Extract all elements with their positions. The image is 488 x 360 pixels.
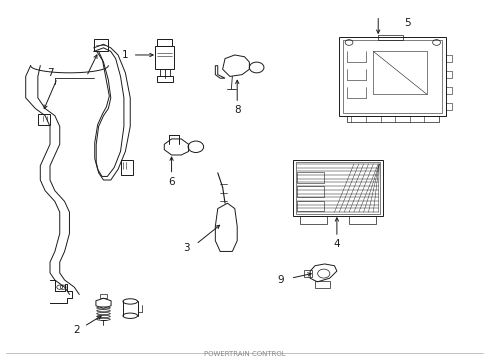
Bar bbox=[154, 46, 174, 69]
Bar bbox=[296, 186, 323, 197]
Bar bbox=[348, 216, 375, 224]
Bar bbox=[343, 40, 442, 113]
Bar bbox=[295, 162, 379, 213]
Text: 6: 6 bbox=[168, 177, 175, 187]
Text: 8: 8 bbox=[233, 105, 240, 115]
Text: 5: 5 bbox=[403, 18, 410, 28]
Bar bbox=[446, 87, 451, 94]
Text: 2: 2 bbox=[73, 325, 80, 335]
Bar bbox=[339, 37, 446, 116]
Bar bbox=[446, 55, 451, 62]
Bar bbox=[346, 116, 438, 122]
Bar bbox=[296, 172, 323, 183]
Bar bbox=[377, 35, 402, 40]
Bar bbox=[94, 39, 108, 51]
Bar bbox=[292, 160, 382, 216]
Text: 4: 4 bbox=[333, 239, 340, 249]
Text: POWERTRAIN CONTROL: POWERTRAIN CONTROL bbox=[203, 351, 285, 357]
Bar bbox=[120, 160, 132, 175]
Bar bbox=[446, 71, 451, 78]
Bar bbox=[304, 270, 311, 277]
Bar bbox=[100, 294, 107, 298]
Bar bbox=[157, 39, 171, 46]
Text: 3: 3 bbox=[183, 243, 189, 253]
Bar bbox=[296, 201, 323, 211]
Text: 9: 9 bbox=[277, 275, 284, 285]
Text: 1: 1 bbox=[122, 50, 128, 60]
Bar bbox=[446, 103, 451, 111]
Bar bbox=[38, 114, 50, 125]
Bar bbox=[300, 216, 326, 224]
Bar bbox=[157, 76, 172, 82]
Bar bbox=[314, 282, 329, 288]
Text: 7: 7 bbox=[46, 68, 53, 78]
